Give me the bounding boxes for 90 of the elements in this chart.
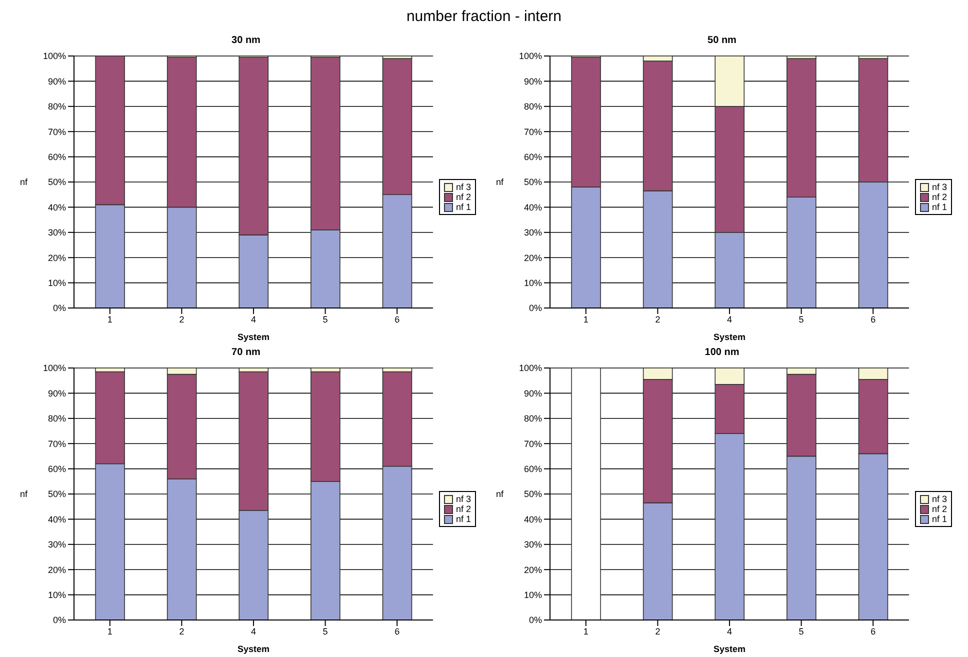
y-tick-label: 0% xyxy=(52,615,66,626)
y-tick-label: 50% xyxy=(524,177,542,188)
y-tick-label: 80% xyxy=(524,102,542,112)
legend-label: nf 2 xyxy=(456,192,471,202)
y-tick-label: 0% xyxy=(52,303,66,314)
y-tick-label: 60% xyxy=(48,152,66,162)
y-tick-label: 10% xyxy=(524,278,542,288)
x-tick-label: 2 xyxy=(179,314,184,324)
y-tick-label: 50% xyxy=(48,177,66,188)
y-tick-label: 70% xyxy=(524,126,542,137)
y-tick-label: 80% xyxy=(48,102,66,112)
x-tick-label: 4 xyxy=(726,314,732,324)
y-tick-label: 100% xyxy=(42,51,66,62)
legend-label: nf 1 xyxy=(456,514,471,524)
x-tick-label: 1 xyxy=(107,314,112,324)
y-tick-label: 90% xyxy=(524,76,542,86)
y-tick-label: 80% xyxy=(524,414,542,424)
y-tick-label: 0% xyxy=(528,615,542,626)
y-tick-label: 90% xyxy=(48,76,66,86)
chart-title: 70 nm xyxy=(230,346,262,360)
y-tick-label: 20% xyxy=(48,252,66,263)
y-tick-label: 60% xyxy=(48,464,66,474)
y-axis-title: nf xyxy=(496,489,504,500)
y-tick-label: 90% xyxy=(48,388,66,398)
x-axis-title: System xyxy=(237,644,270,654)
x-tick-label: 5 xyxy=(322,626,328,636)
y-tick-label: 0% xyxy=(528,303,542,314)
y-tick-label: 20% xyxy=(524,564,542,575)
x-tick-label: 1 xyxy=(583,314,588,324)
y-axis-title: nf xyxy=(20,489,28,500)
y-tick-label: 50% xyxy=(48,489,66,500)
legend-label: nf 1 xyxy=(932,514,947,524)
y-tick-label: 100% xyxy=(518,51,542,62)
y-tick-label: 10% xyxy=(524,590,542,600)
y-tick-label: 100% xyxy=(42,363,66,374)
x-axis-title: System xyxy=(713,644,746,654)
text: number fraction - intern xyxy=(406,8,562,25)
legend-label: nf 2 xyxy=(932,192,947,202)
x-tick-label: 4 xyxy=(250,314,256,324)
chart-title: 100 nm xyxy=(704,346,740,360)
x-tick-label: 5 xyxy=(322,314,328,324)
y-tick-label: 30% xyxy=(524,228,542,238)
y-tick-label: 40% xyxy=(524,202,542,212)
legend-label: nf 3 xyxy=(932,494,947,504)
chart-title: 30 nm xyxy=(230,34,262,48)
x-axis-title: System xyxy=(713,332,746,342)
legend-label: nf 3 xyxy=(456,494,471,504)
x-tick-label: 6 xyxy=(394,626,400,636)
x-tick-label: 6 xyxy=(394,314,400,324)
legend-label: nf 1 xyxy=(456,202,471,212)
bar xyxy=(571,368,601,620)
y-tick-label: 90% xyxy=(524,388,542,398)
y-tick-label: 10% xyxy=(48,278,66,288)
x-tick-label: 4 xyxy=(726,626,732,636)
x-tick-label: 4 xyxy=(250,626,256,636)
y-tick-label: 40% xyxy=(48,202,66,212)
x-tick-label: 2 xyxy=(655,626,660,636)
y-tick-label: 20% xyxy=(48,564,66,575)
y-tick-label: 70% xyxy=(48,126,66,137)
y-tick-label: 30% xyxy=(48,540,66,550)
y-tick-label: 40% xyxy=(48,514,66,524)
x-tick-label: 5 xyxy=(798,314,804,324)
legend-label: nf 3 xyxy=(456,182,471,192)
x-tick-label: 5 xyxy=(798,626,804,636)
x-tick-label: 6 xyxy=(870,626,876,636)
x-tick-label: 2 xyxy=(655,314,660,324)
chart-title: 50 nm xyxy=(706,34,738,48)
y-tick-label: 60% xyxy=(524,464,542,474)
legend-label: nf 3 xyxy=(932,182,947,192)
y-tick-label: 30% xyxy=(48,228,66,238)
x-axis-title: System xyxy=(237,332,270,342)
y-tick-label: 70% xyxy=(48,438,66,449)
legend-label: nf 2 xyxy=(456,504,471,514)
legend-label: nf 2 xyxy=(932,504,947,514)
x-tick-label: 1 xyxy=(583,626,588,636)
y-tick-label: 60% xyxy=(524,152,542,162)
y-tick-label: 40% xyxy=(524,514,542,524)
y-tick-label: 10% xyxy=(48,590,66,600)
x-tick-label: 2 xyxy=(179,626,184,636)
legend-label: nf 1 xyxy=(932,202,947,212)
y-tick-label: 100% xyxy=(518,363,542,374)
y-tick-label: 20% xyxy=(524,252,542,263)
y-axis-title: nf xyxy=(20,177,28,188)
y-tick-label: 80% xyxy=(48,414,66,424)
y-tick-label: 30% xyxy=(524,540,542,550)
y-axis-title: nf xyxy=(496,177,504,188)
x-tick-label: 1 xyxy=(107,626,112,636)
y-tick-label: 50% xyxy=(524,489,542,500)
x-tick-label: 6 xyxy=(870,314,876,324)
y-tick-label: 70% xyxy=(524,438,542,449)
